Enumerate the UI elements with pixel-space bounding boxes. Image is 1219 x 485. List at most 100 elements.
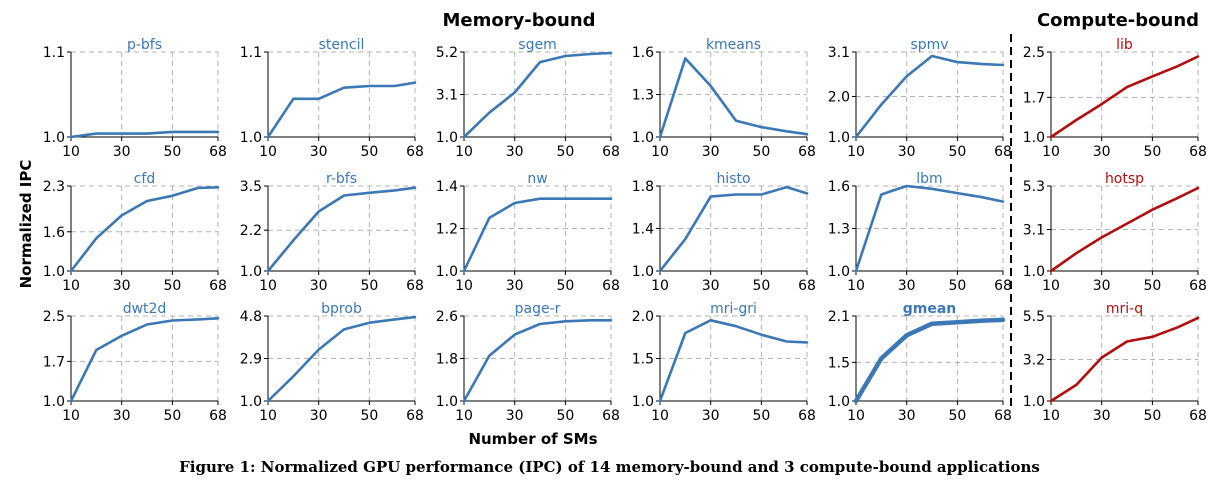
- y-tick-label: 2.0: [828, 90, 850, 106]
- series-line-dwt2d: [69, 316, 220, 403]
- y-tick-label: 1.1: [43, 45, 65, 61]
- x-tick-label: 30: [310, 408, 328, 424]
- y-tick-label: 2.5: [43, 309, 65, 325]
- x-tick-label: 68: [1189, 144, 1207, 160]
- x-tick-label: 30: [898, 144, 916, 160]
- series-line-mri-gri: [658, 318, 809, 403]
- y-tick-label: 1.5: [632, 352, 654, 368]
- y-tick-label: 4.8: [240, 309, 262, 325]
- x-tick-label: 10: [455, 144, 473, 160]
- panel-title: gmean: [903, 301, 957, 317]
- y-tick-label: 2.9: [240, 352, 262, 368]
- series-line-kmeans: [658, 57, 809, 139]
- y-tick-label: 3.2: [1023, 352, 1045, 368]
- y-tick-label: 1.7: [1023, 90, 1045, 106]
- x-tick-label: 50: [752, 144, 770, 160]
- x-tick-label: 10: [847, 408, 865, 424]
- x-tick-label: 30: [898, 278, 916, 294]
- panel-lib: 1.0 1.7 2.5 10 30 50 68 lib: [1023, 37, 1207, 160]
- panel-title: stencil: [319, 37, 365, 53]
- x-tick-label: 68: [994, 278, 1012, 294]
- y-tick-label: 1.0: [828, 394, 850, 410]
- y-tick-label: 2.0: [632, 309, 654, 325]
- y-tick-label: 5.3: [1023, 179, 1045, 195]
- y-tick-label: 2.2: [240, 223, 262, 239]
- x-tick-label: 68: [209, 408, 227, 424]
- x-tick-label: 68: [602, 278, 620, 294]
- x-tick-label: 50: [360, 408, 378, 424]
- series-line-r-bfs: [266, 186, 417, 273]
- panel-title: bprob: [321, 301, 362, 317]
- x-tick-label: 50: [752, 408, 770, 424]
- x-tick-label: 10: [62, 144, 80, 160]
- panel-title: sgem: [518, 37, 556, 53]
- x-tick-label: 50: [556, 278, 574, 294]
- x-tick-label: 30: [1093, 408, 1111, 424]
- x-tick-label: 30: [898, 408, 916, 424]
- x-tick-label: 10: [651, 144, 669, 160]
- panel-kmeans: 1.0 1.3 1.6 10 30 50 68 kmeans: [632, 37, 816, 160]
- series-line-hotsp: [1049, 186, 1200, 273]
- y-tick-label: 1.0: [43, 394, 65, 410]
- y-tick-label: 1.0: [1023, 130, 1045, 146]
- x-tick-label: 10: [651, 408, 669, 424]
- x-tick-label: 10: [455, 278, 473, 294]
- x-tick-label: 10: [847, 278, 865, 294]
- panel-page-r: 1.0 1.8 2.6 10 30 50 68 page-r: [436, 301, 620, 424]
- y-tick-label: 1.3: [828, 222, 850, 238]
- x-tick-label: 68: [798, 408, 816, 424]
- y-tick-label: 5.5: [1023, 309, 1045, 325]
- panel-sgem: 1.0 3.1 5.2 10 30 50 68 sgem: [436, 37, 620, 160]
- y-tick-label: 1.1: [240, 45, 262, 61]
- x-tick-label: 50: [948, 278, 966, 294]
- panel-p-bfs: 1.0 1.1 10 30 50 68 p-bfs: [43, 37, 227, 160]
- x-tick-label: 30: [506, 278, 524, 294]
- panel-title: spmv: [910, 37, 948, 53]
- y-tick-label: 5.2: [436, 45, 458, 61]
- x-tick-label: 30: [506, 144, 524, 160]
- y-tick-label: 3.1: [436, 88, 458, 104]
- y-tick-label: 1.7: [43, 354, 65, 370]
- y-tick-label: 3.1: [828, 45, 850, 61]
- y-tick-label: 1.5: [828, 355, 850, 371]
- x-tick-label: 68: [602, 408, 620, 424]
- series-line-nw: [462, 197, 613, 273]
- y-tick-label: 1.6: [43, 225, 65, 241]
- y-tick-label: 1.0: [436, 394, 458, 410]
- panel-title: page-r: [515, 301, 561, 317]
- x-tick-label: 30: [506, 408, 524, 424]
- y-tick-label: 1.0: [240, 130, 262, 146]
- y-tick-label: 1.0: [828, 264, 850, 280]
- x-tick-label: 68: [994, 144, 1012, 160]
- x-tick-label: 50: [556, 144, 574, 160]
- series-line-lbm: [854, 184, 1005, 273]
- x-tick-label: 30: [113, 408, 131, 424]
- x-tick-label: 10: [1042, 144, 1060, 160]
- series-line-stencil: [266, 81, 417, 139]
- series-line-spmv: [854, 54, 1005, 139]
- compute-bound-title: Compute-bound: [1037, 10, 1199, 31]
- panel-mri-q: 1.0 3.2 5.5 10 30 50 68 mri-q: [1023, 301, 1207, 424]
- y-tick-label: 1.0: [632, 130, 654, 146]
- x-tick-label: 50: [1143, 408, 1161, 424]
- panel-spmv: 1.0 2.0 3.1 10 30 50 68 spmv: [828, 37, 1012, 160]
- x-tick-label: 30: [702, 278, 720, 294]
- series-line-p-bfs: [69, 130, 220, 139]
- x-tick-label: 10: [259, 278, 277, 294]
- x-tick-label: 68: [209, 144, 227, 160]
- y-tick-label: 1.0: [632, 264, 654, 280]
- x-tick-label: 10: [1042, 278, 1060, 294]
- panel-title: p-bfs: [127, 37, 162, 53]
- x-tick-label: 10: [455, 408, 473, 424]
- x-tick-label: 68: [1189, 278, 1207, 294]
- y-tick-label: 1.0: [43, 264, 65, 280]
- x-tick-label: 68: [798, 144, 816, 160]
- x-tick-label: 30: [702, 144, 720, 160]
- x-tick-label: 50: [1143, 144, 1161, 160]
- x-tick-label: 68: [1189, 408, 1207, 424]
- y-tick-label: 1.6: [632, 45, 654, 61]
- panels: 1.0 1.1 10 30 50 68 p-bfs 1.0 1.1 10 30 50 68 stencil…: [43, 37, 1207, 424]
- x-tick-label: 50: [752, 278, 770, 294]
- y-tick-label: 3.5: [240, 179, 262, 195]
- x-tick-label: 30: [113, 278, 131, 294]
